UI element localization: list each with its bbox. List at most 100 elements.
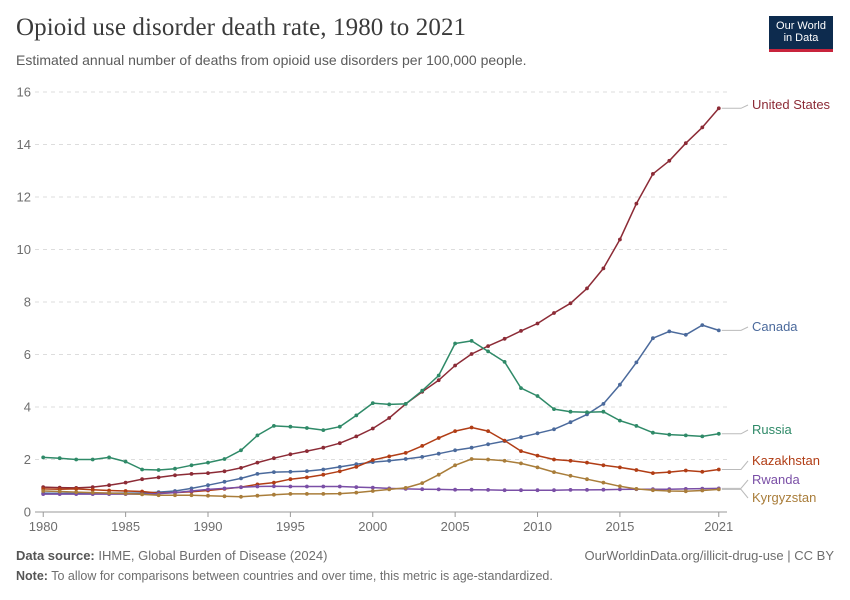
data-point [288, 492, 293, 496]
data-point [140, 467, 145, 472]
data-point [41, 455, 46, 460]
data-point [370, 458, 375, 462]
data-point [222, 479, 227, 484]
data-point [453, 487, 457, 492]
data-point [255, 433, 260, 438]
series-label[interactable]: Canada [752, 319, 798, 334]
data-point [222, 457, 227, 461]
series-line [43, 340, 719, 471]
y-tick-label: 16 [17, 85, 31, 100]
data-point [552, 488, 556, 493]
source-link[interactable]: OurWorldinData.org/illicit-drug-use | CC… [584, 548, 835, 563]
data-point [683, 468, 688, 473]
data-point [651, 488, 655, 493]
label-leader-line [721, 488, 749, 499]
series-label[interactable]: Russia [752, 422, 793, 437]
data-point [601, 409, 606, 414]
data-point [552, 457, 556, 462]
data-point [486, 344, 490, 348]
series-label[interactable]: Kyrgyzstan [752, 490, 816, 505]
data-point [667, 470, 672, 474]
data-point [519, 449, 523, 453]
data-point [618, 382, 622, 387]
y-tick-label: 0 [24, 505, 31, 520]
data-point [634, 487, 639, 491]
data-point [618, 465, 622, 470]
data-point [502, 438, 507, 443]
data-point [568, 409, 573, 414]
data-point [634, 201, 639, 206]
data-point [651, 172, 655, 176]
data-point [107, 488, 111, 493]
data-point [585, 410, 589, 415]
data-point [107, 491, 111, 495]
data-point [453, 363, 457, 368]
data-point [206, 471, 210, 475]
series-label[interactable]: United States [752, 97, 831, 112]
y-tick-label: 10 [17, 242, 31, 257]
note-text: To allow for comparisons between countri… [51, 569, 553, 583]
data-point [173, 466, 177, 471]
data-point [618, 237, 622, 242]
data-point [272, 456, 276, 461]
data-point [206, 460, 210, 465]
data-point [453, 463, 457, 468]
x-tick-label: 2005 [441, 519, 470, 534]
data-point [535, 394, 540, 398]
data-point [189, 463, 194, 468]
y-tick-label: 14 [17, 137, 31, 152]
data-point [107, 455, 111, 460]
data-point [601, 480, 606, 485]
data-point [502, 336, 507, 341]
y-tick-label: 6 [24, 347, 31, 362]
data-point [436, 373, 441, 378]
data-point [387, 454, 392, 459]
data-point [272, 424, 276, 428]
data-point [716, 431, 721, 436]
series-label[interactable]: Rwanda [752, 472, 800, 487]
data-point [651, 336, 655, 341]
data-point [354, 485, 359, 489]
data-point [255, 472, 260, 476]
data-point [469, 352, 474, 356]
data-source-label: Data source: [16, 548, 95, 563]
owid-logo[interactable]: Our World in Data [769, 16, 833, 52]
data-point [403, 457, 408, 461]
data-point [123, 491, 128, 496]
data-point [535, 321, 540, 326]
data-point [634, 424, 639, 428]
data-point [700, 488, 705, 493]
data-point [667, 432, 672, 437]
data-point [552, 427, 556, 432]
data-point [305, 475, 309, 480]
data-point [272, 484, 276, 489]
data-point [288, 469, 293, 474]
series-label[interactable]: Kazakhstan [752, 453, 820, 468]
data-point [239, 485, 243, 490]
data-point [288, 484, 293, 489]
data-point [123, 459, 128, 464]
data-point [535, 453, 540, 458]
data-point [189, 486, 194, 491]
data-point [634, 468, 639, 472]
data-point [387, 416, 392, 420]
data-point [239, 476, 243, 481]
data-point [420, 444, 425, 448]
data-point [568, 473, 573, 478]
data-point [354, 413, 359, 418]
data-point [74, 457, 79, 462]
data-point [585, 477, 589, 482]
data-point [354, 465, 359, 469]
x-tick-label: 2010 [523, 519, 552, 534]
data-point [354, 462, 359, 467]
data-point [469, 445, 474, 450]
data-point [337, 469, 342, 474]
data-point [601, 266, 606, 271]
data-point [321, 445, 326, 450]
data-point [618, 484, 622, 489]
y-tick-label: 8 [24, 295, 31, 310]
data-point [436, 451, 441, 456]
label-leader-line [721, 326, 749, 331]
data-point [222, 469, 227, 474]
data-point [568, 301, 573, 306]
